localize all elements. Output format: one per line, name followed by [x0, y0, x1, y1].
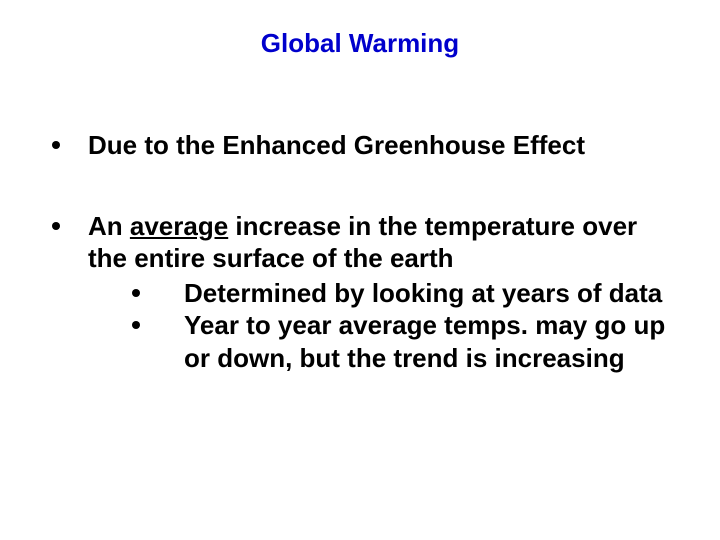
- slide-body: Due to the Enhanced Greenhouse Effect An…: [40, 129, 680, 374]
- sub-bullet-text: Determined by looking at years of data: [184, 278, 662, 308]
- slide-title: Global Warming: [40, 28, 680, 59]
- bullet-item: An average increase in the temperature o…: [40, 210, 680, 375]
- sub-bullet-item: Year to year average temps. may go up or…: [88, 309, 680, 374]
- bullet-text-prefix: An: [88, 211, 130, 241]
- sub-bullet-list: Determined by looking at years of data Y…: [88, 277, 680, 375]
- sub-bullet-text: Year to year average temps. may go up or…: [184, 310, 665, 373]
- sub-bullet-item: Determined by looking at years of data: [88, 277, 680, 310]
- bullet-text: Due to the Enhanced Greenhouse Effect: [88, 130, 585, 160]
- bullet-text-underlined: average: [130, 211, 228, 241]
- bullet-item: Due to the Enhanced Greenhouse Effect: [40, 129, 680, 162]
- bullet-list: Due to the Enhanced Greenhouse Effect An…: [40, 129, 680, 374]
